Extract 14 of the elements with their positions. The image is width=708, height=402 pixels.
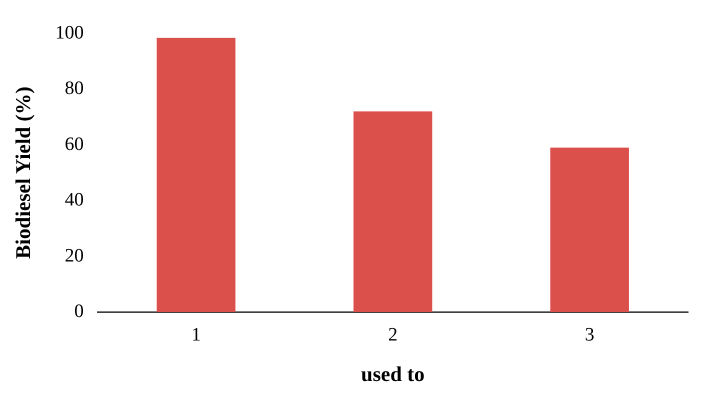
bar	[156, 38, 236, 312]
x-tick-label: 3	[584, 324, 594, 346]
y-tick-label: 100	[55, 22, 84, 44]
x-tick-label: 1	[191, 324, 201, 346]
bar	[353, 111, 432, 312]
y-tick-label: 0	[74, 300, 84, 322]
y-tick-label: 40	[64, 190, 84, 211]
bar	[550, 148, 629, 312]
y-tick-label: 60	[64, 134, 84, 155]
y-axis-title: Biodiesel Yield (%)	[11, 86, 36, 259]
y-tick-label: 80	[64, 78, 84, 100]
x-axis-title: used to	[361, 362, 425, 386]
x-tick-label: 2	[388, 324, 398, 346]
y-tick-label: 20	[64, 245, 84, 266]
